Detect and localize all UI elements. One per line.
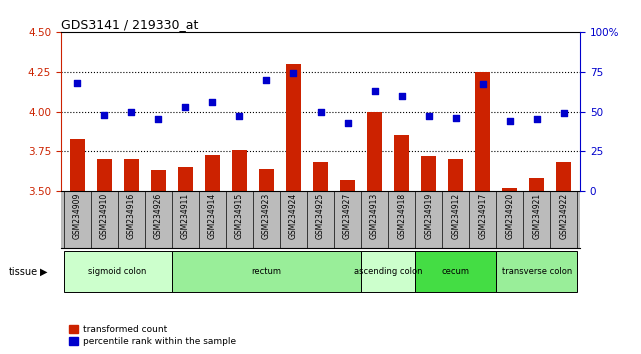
Text: ▶: ▶: [40, 267, 48, 277]
Point: [126, 109, 137, 114]
Bar: [556, 162, 571, 191]
Text: GSM234916: GSM234916: [127, 193, 136, 239]
Text: GSM234919: GSM234919: [424, 193, 433, 239]
Point: [72, 80, 82, 86]
Text: GSM234920: GSM234920: [505, 193, 514, 239]
Bar: [394, 135, 409, 191]
Bar: [503, 188, 517, 191]
Text: GSM234911: GSM234911: [181, 193, 190, 239]
Text: GSM234912: GSM234912: [451, 193, 460, 239]
FancyBboxPatch shape: [496, 251, 578, 292]
Text: GSM234914: GSM234914: [208, 193, 217, 239]
Text: GSM234924: GSM234924: [289, 193, 298, 239]
Point: [262, 77, 272, 82]
Text: GSM234921: GSM234921: [532, 193, 542, 239]
Text: ascending colon: ascending colon: [354, 267, 422, 276]
Point: [288, 70, 299, 76]
Point: [369, 88, 379, 94]
Point: [532, 117, 542, 122]
Text: GSM234926: GSM234926: [154, 193, 163, 239]
Text: rectum: rectum: [251, 267, 281, 276]
Bar: [529, 178, 544, 191]
Text: cecum: cecum: [442, 267, 470, 276]
Point: [559, 110, 569, 116]
Text: transverse colon: transverse colon: [502, 267, 572, 276]
Bar: [97, 159, 112, 191]
Legend: transformed count, percentile rank within the sample: transformed count, percentile rank withi…: [65, 321, 239, 349]
Point: [451, 115, 461, 121]
Bar: [367, 112, 382, 191]
Text: GSM234922: GSM234922: [560, 193, 569, 239]
Point: [478, 82, 488, 87]
Text: GSM234918: GSM234918: [397, 193, 406, 239]
Text: GSM234915: GSM234915: [235, 193, 244, 239]
Text: GSM234909: GSM234909: [72, 193, 81, 239]
Text: GSM234923: GSM234923: [262, 193, 271, 239]
Point: [504, 118, 515, 124]
Text: sigmoid colon: sigmoid colon: [88, 267, 147, 276]
Bar: [448, 159, 463, 191]
FancyBboxPatch shape: [172, 251, 361, 292]
Bar: [421, 156, 436, 191]
Bar: [259, 169, 274, 191]
Text: tissue: tissue: [8, 267, 37, 277]
Text: GSM234910: GSM234910: [99, 193, 109, 239]
Text: GSM234927: GSM234927: [343, 193, 352, 239]
Point: [234, 113, 244, 119]
Text: GSM234913: GSM234913: [370, 193, 379, 239]
FancyBboxPatch shape: [361, 251, 415, 292]
Text: GSM234925: GSM234925: [316, 193, 325, 239]
Text: GSM234917: GSM234917: [478, 193, 487, 239]
Point: [424, 113, 434, 119]
Point: [99, 112, 109, 118]
Bar: [178, 167, 193, 191]
Bar: [476, 72, 490, 191]
Point: [397, 93, 407, 98]
Bar: [286, 64, 301, 191]
FancyBboxPatch shape: [415, 251, 496, 292]
Point: [180, 104, 190, 110]
Bar: [340, 180, 355, 191]
FancyBboxPatch shape: [63, 251, 172, 292]
Bar: [232, 150, 247, 191]
Text: GDS3141 / 219330_at: GDS3141 / 219330_at: [61, 18, 198, 31]
Bar: [313, 162, 328, 191]
Bar: [151, 171, 165, 191]
Bar: [205, 154, 220, 191]
Bar: [124, 159, 138, 191]
Point: [342, 120, 353, 126]
Bar: [70, 139, 85, 191]
Point: [315, 109, 326, 114]
Point: [207, 99, 217, 105]
Point: [153, 117, 163, 122]
